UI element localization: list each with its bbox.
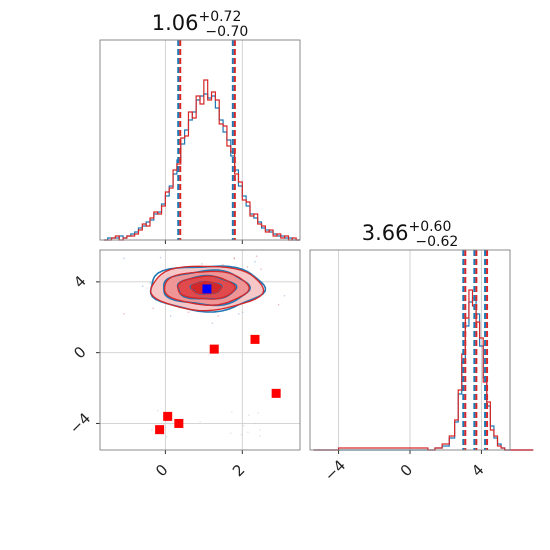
scatter-point xyxy=(254,260,256,263)
scatter-point xyxy=(255,255,258,257)
contour-line-blue xyxy=(162,269,252,307)
scatter-point xyxy=(248,414,250,416)
scatter-point xyxy=(187,311,190,313)
scatter-point xyxy=(211,322,214,324)
x-tick-label: 0 xyxy=(397,461,416,480)
scatter-point xyxy=(247,431,249,433)
scatter-point xyxy=(260,268,262,270)
marginal-x-series-1 xyxy=(103,79,300,241)
scatter-point xyxy=(123,257,125,260)
scatter-point xyxy=(246,266,249,268)
y-tick-label: 4 xyxy=(70,272,89,291)
scatter-point xyxy=(259,429,261,431)
scatter-point xyxy=(233,257,236,259)
marginal-x-panel: 1.06+0.72 −0.70 xyxy=(99,9,301,244)
panel-frame xyxy=(99,249,301,451)
scatter-point xyxy=(283,294,286,297)
scatter-point xyxy=(166,436,168,438)
scatter-point xyxy=(237,313,240,315)
x-tick-label: 4 xyxy=(468,461,487,480)
x-tick-label: 0 xyxy=(152,461,171,480)
y-tick-label: 0 xyxy=(70,343,89,362)
joint-panel: 0 2 −4 0 4 xyxy=(66,249,301,480)
red-marker xyxy=(174,418,184,428)
scatter-point xyxy=(242,424,245,427)
x-tick-label: 2 xyxy=(229,461,248,480)
marginal-y-series-0 xyxy=(313,297,534,451)
scatter-point xyxy=(159,256,162,259)
scatter-point xyxy=(217,315,220,317)
red-marker xyxy=(155,425,165,435)
marginal-y-title: 3.66+0.60 −0.62 xyxy=(362,219,459,250)
marginal-y-series-1 xyxy=(313,289,534,451)
blue-marker xyxy=(202,284,212,294)
contour-line-red xyxy=(163,270,250,306)
scatter-point xyxy=(199,421,201,423)
scatter-point xyxy=(254,422,257,425)
scatter-point xyxy=(231,411,233,413)
scatter-point xyxy=(230,432,232,434)
y-tick-label: −4 xyxy=(66,409,94,437)
scatter-point xyxy=(200,263,203,265)
contour-line-red xyxy=(190,281,223,295)
scatter-point xyxy=(169,315,172,317)
scatter-point xyxy=(149,282,152,284)
panel-frame xyxy=(99,39,301,241)
contour-line-red xyxy=(149,265,265,312)
contour-line-red xyxy=(177,275,236,300)
scatter-point xyxy=(240,433,243,436)
scatter-point xyxy=(259,435,261,437)
scatter-point xyxy=(123,313,125,315)
red-marker xyxy=(271,388,281,398)
scatter-point xyxy=(241,311,244,314)
scatter-point xyxy=(257,412,259,414)
red-marker xyxy=(209,344,219,354)
scatter-point xyxy=(157,410,159,412)
scatter-point xyxy=(152,307,155,310)
scatter-point xyxy=(222,263,224,266)
marginal-x-title: 1.06+0.72 −0.70 xyxy=(152,9,249,40)
red-marker xyxy=(163,411,173,421)
scatter-point xyxy=(151,429,153,431)
marginal-x-series-0 xyxy=(103,93,300,241)
scatter-point xyxy=(141,285,144,287)
marginal-y-panel: −4 0 4 3.66+0.60 −0.62 xyxy=(309,219,534,485)
red-marker xyxy=(250,334,260,344)
panel-frame xyxy=(309,249,511,451)
scatter-point xyxy=(277,303,280,306)
x-tick-label: −4 xyxy=(321,456,349,484)
